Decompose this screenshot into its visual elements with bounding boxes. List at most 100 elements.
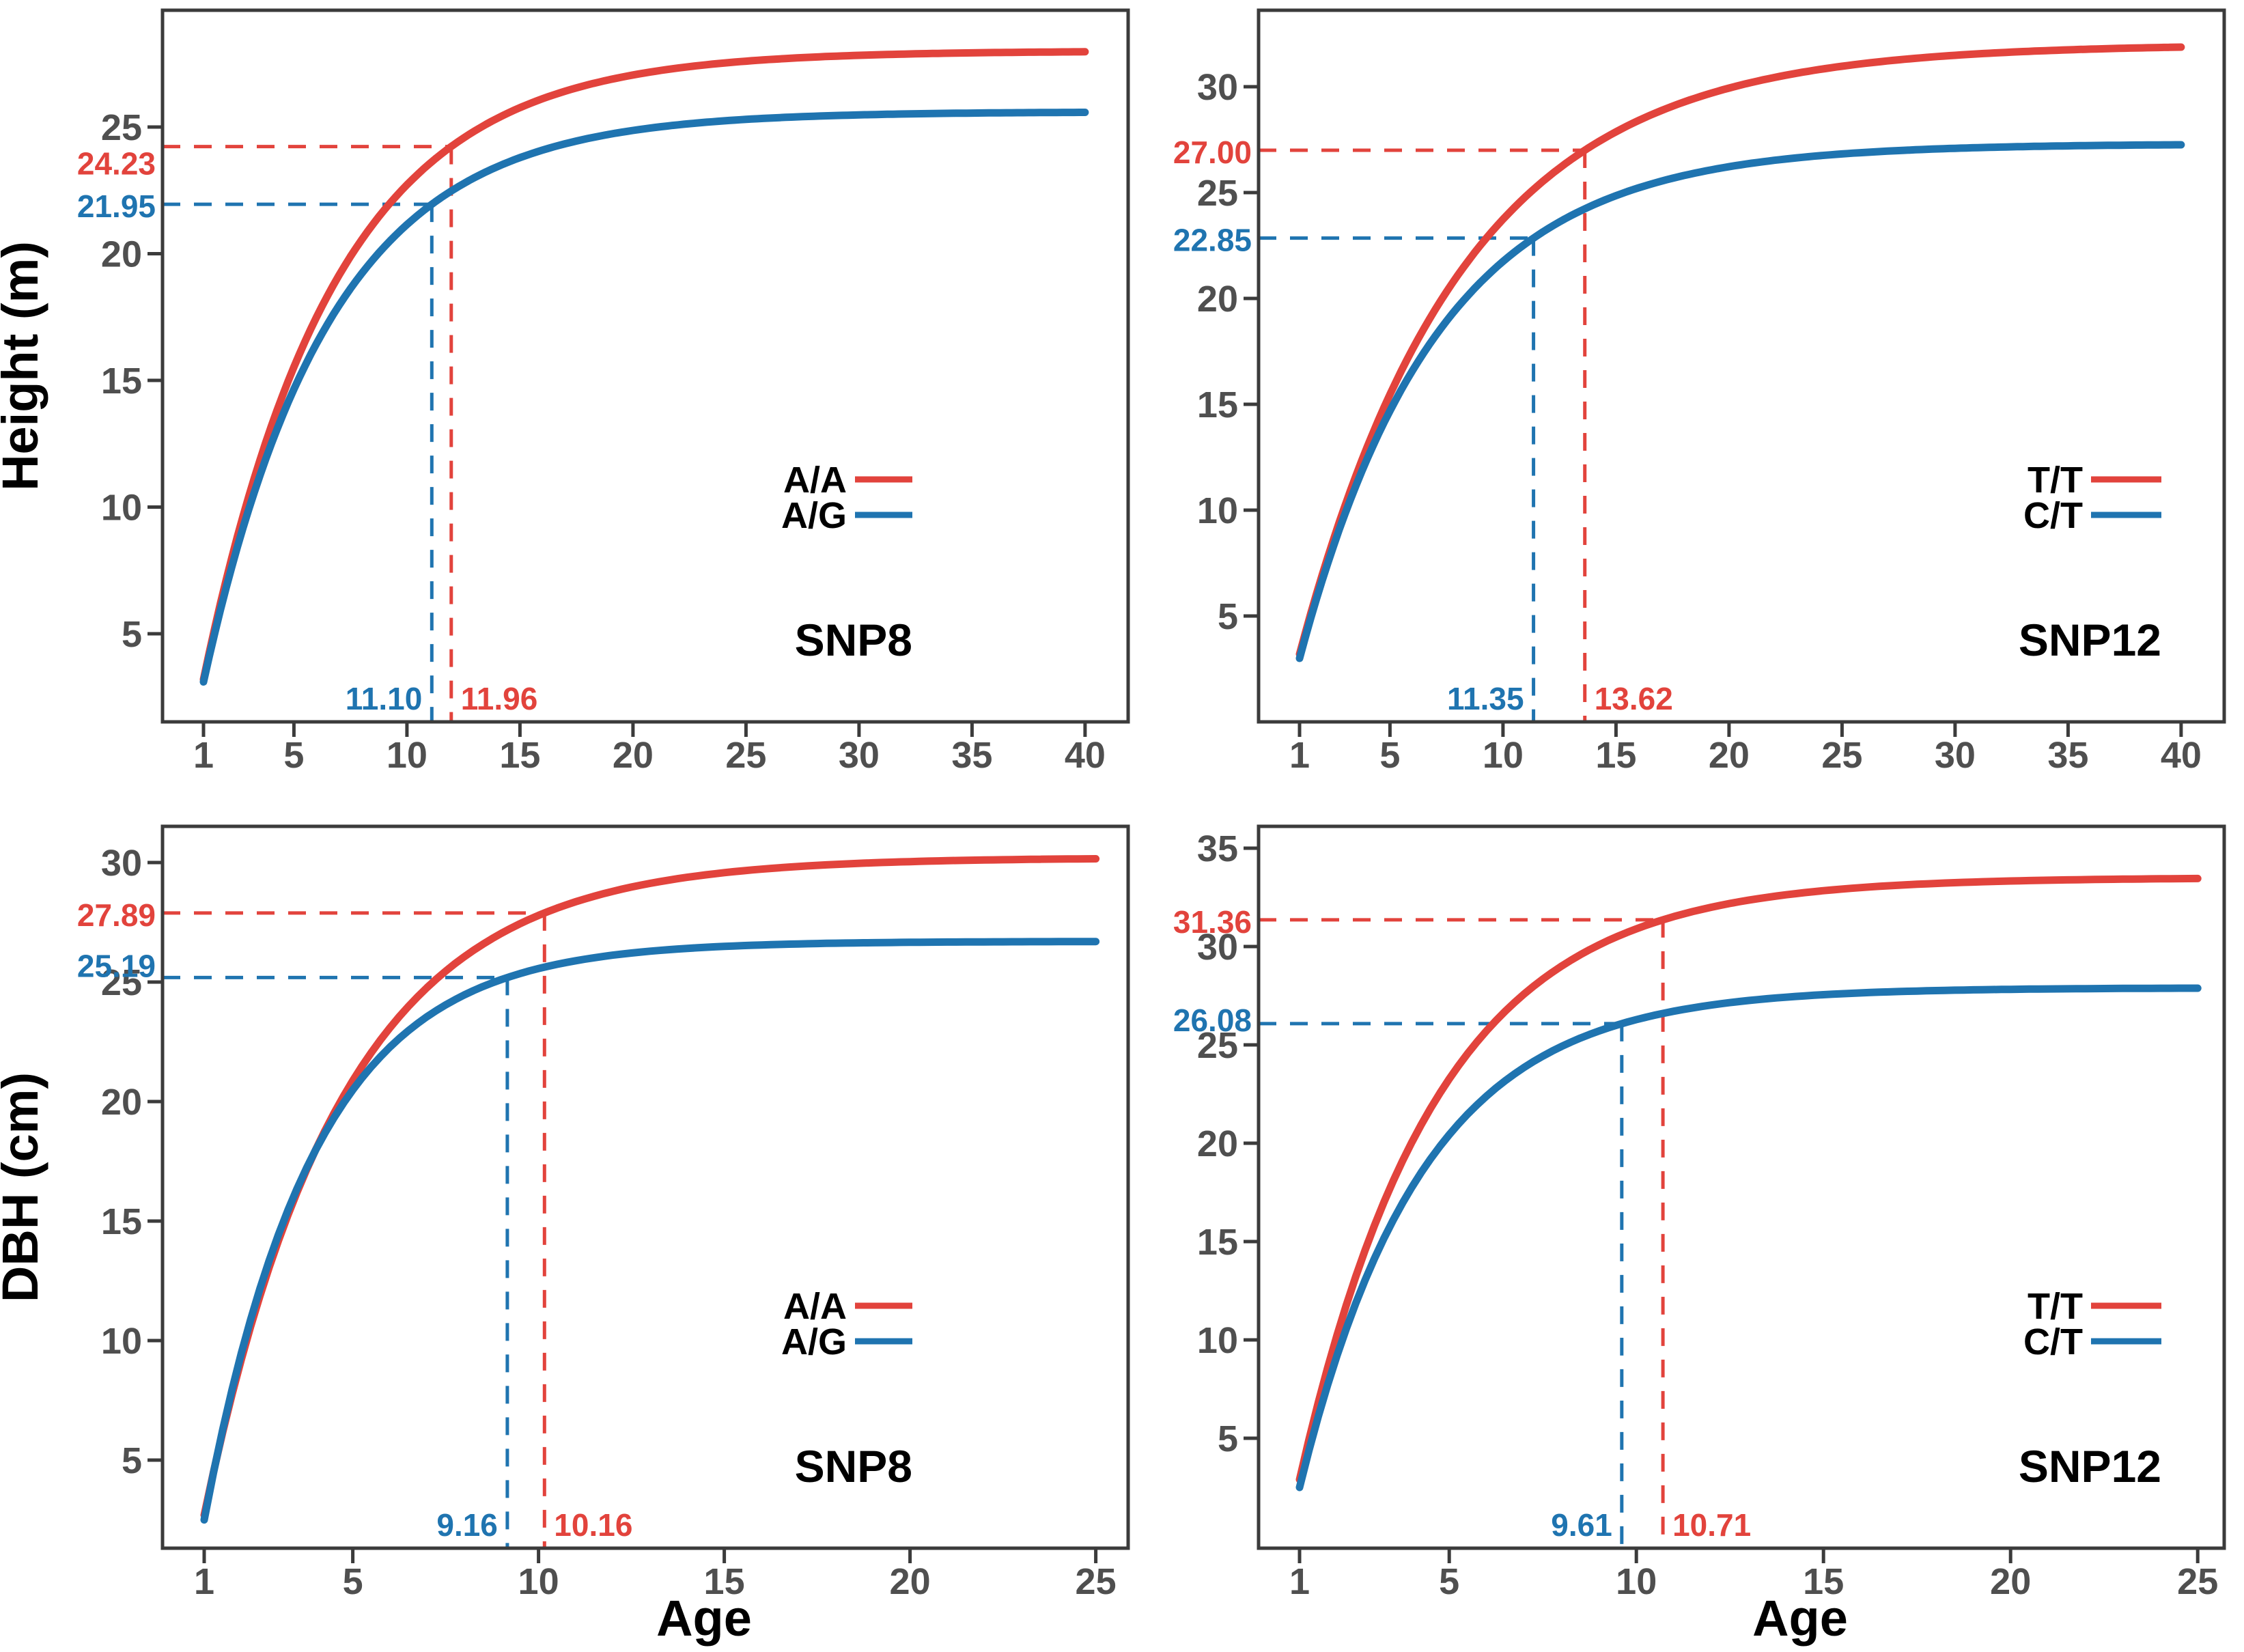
x-tick-label: 5	[343, 1561, 363, 1602]
x-tick-label: 15	[1595, 735, 1636, 776]
y-tick-label: 35	[1197, 828, 1238, 869]
y-tick-label: 5	[122, 614, 142, 655]
panel-border	[160, 8, 1130, 724]
legend-label-A/A: A/A	[783, 1286, 847, 1327]
legend-label-T/T: T/T	[2028, 460, 2083, 501]
y-tick-label: 10	[101, 488, 142, 529]
marker-value-label-C/T: 26.08	[1173, 1003, 1252, 1038]
marker-age-label-C/T: 11.35	[1447, 681, 1524, 716]
legend-label-A/A: A/A	[783, 460, 847, 501]
x-tick-label: 10	[1483, 735, 1524, 776]
x-tick-label: 1	[193, 735, 214, 776]
marker-age-label-A/A: 11.96	[461, 681, 538, 716]
marker-value-label-T/T: 27.00	[1173, 135, 1252, 170]
y-tick-label: 30	[1197, 927, 1238, 968]
x-tick-label: 5	[1379, 735, 1400, 776]
marker-age-label-T/T: 10.71	[1672, 1507, 1751, 1543]
marker-age-label-C/T: 9.61	[1551, 1507, 1612, 1543]
x-tick-label: 25	[1076, 1561, 1117, 1602]
y-tick-label: 15	[1197, 384, 1238, 425]
x-tick-label: 5	[283, 735, 304, 776]
x-tick-label: 15	[499, 735, 540, 776]
legend-label-T/T: T/T	[2028, 1286, 2083, 1327]
y-tick-label: 5	[122, 1440, 142, 1481]
curve-C/T	[1295, 984, 2202, 1492]
marker-value-label-A/A: 27.89	[77, 897, 156, 933]
curve-A/A	[199, 48, 1089, 684]
x-tick-label: 20	[613, 735, 654, 776]
x-tick-label: 15	[1803, 1561, 1844, 1602]
y-tick-label: 30	[1197, 67, 1238, 108]
x-tick-label: 30	[839, 735, 880, 776]
marker-value-label-T/T: 31.36	[1173, 904, 1252, 940]
y-tick-label: 25	[1197, 173, 1238, 214]
y-axis-title: Height (m)	[0, 241, 48, 491]
curve-T/T	[1295, 43, 2185, 658]
panel-label: SNP8	[795, 615, 912, 665]
y-tick-label: 20	[1197, 279, 1238, 320]
x-tick-label: 25	[2177, 1561, 2218, 1602]
marker-age-label-T/T: 13.62	[1595, 681, 1673, 716]
x-tick-label: 1	[1289, 1561, 1310, 1602]
marker-value-label-A/A: 24.23	[77, 146, 156, 182]
y-tick-label: 25	[101, 107, 142, 148]
x-tick-label: 20	[1990, 1561, 2031, 1602]
x-tick-label: 1	[194, 1561, 214, 1602]
panel-border	[1257, 8, 2226, 724]
y-tick-label: 15	[1197, 1222, 1238, 1263]
x-tick-label: 5	[1439, 1561, 1459, 1602]
x-axis-title: Age	[656, 1590, 752, 1647]
marker-age-label-A/G: 9.16	[436, 1507, 498, 1543]
y-tick-label: 25	[1197, 1025, 1238, 1066]
y-tick-label: 25	[101, 962, 142, 1003]
marker-value-label-A/G: 21.95	[77, 188, 156, 224]
legend-label-A/G: A/G	[781, 1321, 847, 1362]
panel-border	[160, 824, 1130, 1550]
y-tick-label: 10	[101, 1321, 142, 1362]
curve-A/G	[200, 938, 1100, 1524]
y-axis-title: DBH (cm)	[0, 1072, 48, 1302]
panel-label: SNP12	[2019, 1441, 2161, 1492]
y-tick-label: 15	[101, 1201, 142, 1242]
marker-age-label-A/A: 10.16	[554, 1507, 632, 1543]
y-tick-label: 15	[101, 361, 142, 402]
x-tick-label: 10	[1616, 1561, 1657, 1602]
x-tick-label: 1	[1289, 735, 1310, 776]
x-tick-label: 10	[518, 1561, 559, 1602]
y-tick-label: 30	[101, 843, 142, 884]
x-tick-label: 15	[704, 1561, 745, 1602]
x-axis-title: Age	[1752, 1590, 1848, 1647]
x-tick-label: 35	[2047, 735, 2088, 776]
y-tick-label: 5	[1218, 596, 1238, 637]
x-tick-label: 30	[1935, 735, 1976, 776]
marker-value-label-C/T: 22.85	[1173, 223, 1252, 258]
y-tick-label: 10	[1197, 1320, 1238, 1361]
y-tick-label: 20	[101, 234, 142, 275]
curve-A/G	[199, 109, 1089, 686]
marker-value-label-A/G: 25.19	[77, 948, 156, 983]
legend-label-C/T: C/T	[2023, 495, 2083, 536]
y-tick-label: 5	[1218, 1418, 1238, 1459]
curve-T/T	[1295, 874, 2202, 1483]
x-tick-label: 40	[2161, 735, 2202, 776]
panel-label: SNP12	[2019, 615, 2161, 665]
x-tick-label: 20	[890, 1561, 931, 1602]
legend-label-C/T: C/T	[2023, 1321, 2083, 1362]
x-tick-label: 40	[1065, 735, 1106, 776]
legend-label-A/G: A/G	[781, 495, 847, 536]
curve-A/A	[200, 855, 1100, 1519]
panel-label: SNP8	[795, 1441, 912, 1492]
x-tick-label: 10	[387, 735, 427, 776]
y-tick-label: 20	[1197, 1123, 1238, 1164]
x-tick-label: 20	[1709, 735, 1750, 776]
panel-border	[1257, 824, 2226, 1550]
x-tick-label: 35	[951, 735, 992, 776]
marker-age-label-A/G: 11.10	[346, 681, 423, 716]
x-tick-label: 25	[725, 735, 766, 776]
